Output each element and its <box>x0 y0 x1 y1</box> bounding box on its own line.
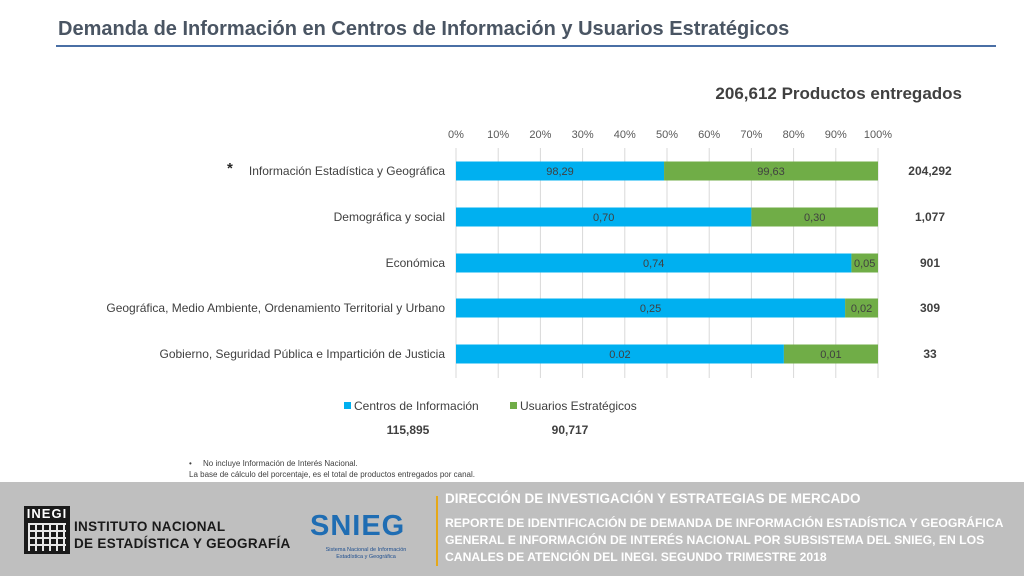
row-total: 204,292 <box>908 164 952 178</box>
category-label: Geográfica, Medio Ambiente, Ordenamiento… <box>106 301 445 315</box>
data-label: 0,30 <box>804 212 825 224</box>
data-label: 98,29 <box>546 166 574 178</box>
data-label: 99,63 <box>757 166 785 178</box>
x-tick-label: 10% <box>487 129 509 141</box>
x-tick-label: 30% <box>572 129 594 141</box>
footer-divider <box>436 496 438 566</box>
snieg-subtitle: Sistema Nacional de Información Estadíst… <box>325 547 407 560</box>
series-total: 115,895 <box>387 423 430 437</box>
data-label: 0,25 <box>640 303 661 315</box>
row-total: 901 <box>920 256 940 270</box>
category-label: Económica <box>386 256 446 270</box>
row-total: 1,077 <box>915 210 945 224</box>
stacked-bar-chart: 0% 10% 20% 30% 40% 50% 60% 70% 80% 90% 100% 98,29 99… <box>106 129 952 437</box>
data-label: 0,01 <box>820 349 841 361</box>
data-label: 0,74 <box>643 258 664 270</box>
row-total: 309 <box>920 301 940 315</box>
bar-segment <box>456 161 665 181</box>
page-title: Demanda de Información en Centros de Inf… <box>58 18 790 40</box>
bar-segment <box>851 253 878 273</box>
legend-label: Usuarios Estratégicos <box>520 399 637 413</box>
snieg-logo: SNIEG Sistema Nacional de Información Es… <box>306 506 426 566</box>
direction-title: DIRECCIÓN DE INVESTIGACIÓN Y ESTRATEGIAS… <box>445 491 861 506</box>
bar-segment <box>664 161 878 181</box>
row-total: 33 <box>923 347 937 361</box>
data-label: 0,05 <box>854 258 875 270</box>
title-underline <box>56 45 996 47</box>
bar-segment <box>751 207 878 227</box>
data-label: 0,02 <box>851 303 872 315</box>
report-title: REPORTE DE IDENTIFICACIÓN DE DEMANDA DE … <box>445 516 1003 564</box>
inegi-logo-icon: INEGI <box>24 506 70 554</box>
category-label: Gobierno, Seguridad Pública e Impartició… <box>160 347 446 361</box>
data-label: 0.02 <box>609 349 630 361</box>
x-tick-label: 20% <box>529 129 551 141</box>
x-tick-label: 80% <box>783 129 805 141</box>
category-label: Información Estadística y Geográfica <box>249 164 445 178</box>
series-total: 90,717 <box>552 423 589 437</box>
legend-label: Centros de Información <box>354 399 479 413</box>
x-tick-label: 60% <box>698 129 720 141</box>
total-products: 206,612 Productos entregados <box>715 84 962 103</box>
bar-segment <box>456 253 852 273</box>
footnote-2: La base de cálculo del porcentaje, es el… <box>189 470 475 479</box>
snieg-logo-text: SNIEG <box>310 510 406 542</box>
bar-segment <box>783 344 878 364</box>
x-tick-label: 50% <box>656 129 678 141</box>
category-marker: * <box>227 160 233 177</box>
footnote-1: • No incluye Información de Interés Nacio… <box>189 459 358 468</box>
x-tick-label: 90% <box>825 129 847 141</box>
footer-banner: INEGI INSTITUTO NACIONAL DE ESTADÍSTICA … <box>0 482 1024 576</box>
bar-segment <box>456 298 846 318</box>
x-tick-label: 0% <box>448 129 464 141</box>
legend-swatch <box>510 402 517 409</box>
institute-name: INSTITUTO NACIONAL DE ESTADÍSTICA Y GEOG… <box>74 519 291 551</box>
x-tick-label: 70% <box>740 129 762 141</box>
bar-segment <box>456 207 752 227</box>
category-label: Demográfica y social <box>334 210 445 224</box>
bar-segment <box>456 344 784 364</box>
data-label: 0,70 <box>593 212 614 224</box>
x-tick-label: 100% <box>864 129 892 141</box>
footnotes: • No incluye Información de Interés Nacio… <box>189 458 475 480</box>
bar-segment <box>845 298 878 318</box>
x-tick-label: 40% <box>614 129 636 141</box>
legend-swatch <box>344 402 351 409</box>
